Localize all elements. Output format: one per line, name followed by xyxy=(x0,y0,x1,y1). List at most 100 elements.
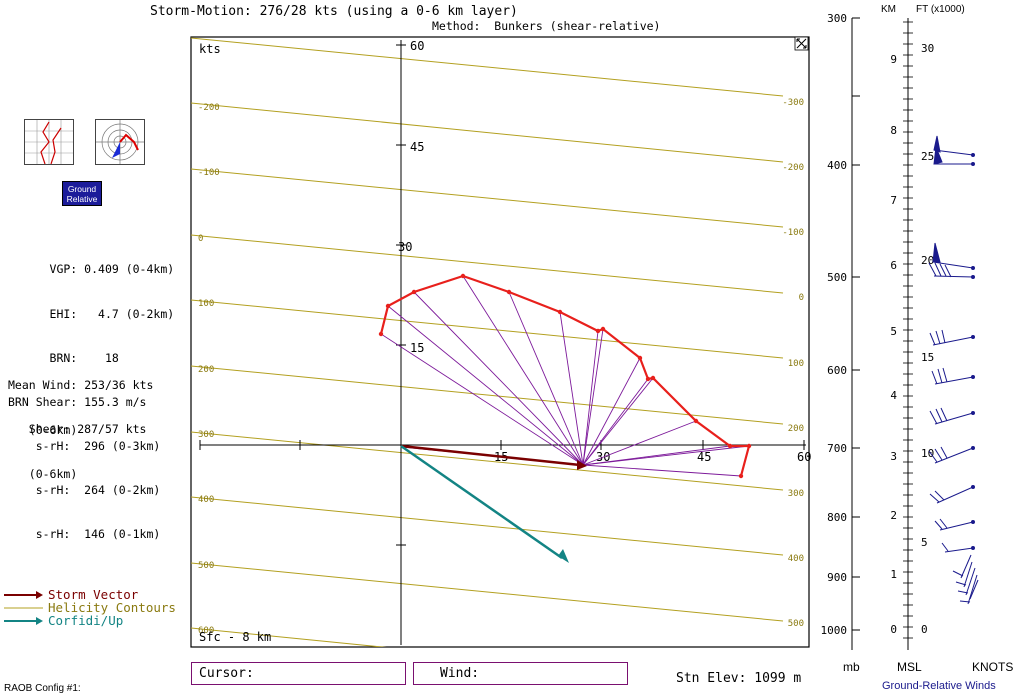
height-axis: 9 8 7 6 5 4 3 2 1 0 30 25 20 15 10 5 0 K… xyxy=(881,4,965,650)
y-tick-label: 60 xyxy=(410,39,424,53)
mean-wind-block: Mean Wind: 253/36 kts (0-6km) xyxy=(8,349,153,452)
shear-label: Shear: xyxy=(8,422,71,437)
shear-block: Shear: 287/57 kts (0-6km) xyxy=(8,393,147,496)
mean-wind-layer: (0-6km) xyxy=(28,422,78,437)
storm-motion-title: Storm-Motion: 276/28 kts (using a 0-6 km… xyxy=(150,4,518,19)
km-label: 1 xyxy=(890,568,897,581)
stat-value: 264 (0-2km) xyxy=(70,482,161,497)
stat-label: BRN: xyxy=(8,350,78,365)
contour-label: 0 xyxy=(799,293,804,303)
pressure-label: 1000 xyxy=(821,624,848,637)
pressure-label: 800 xyxy=(827,511,847,524)
stat-value: 0.409 (0-4km) xyxy=(77,262,175,277)
ft-label: 0 xyxy=(921,623,928,636)
ground-relative-label: Ground Relative xyxy=(66,184,98,204)
contour-label: 0 xyxy=(198,234,203,244)
hodograph-axes xyxy=(199,40,806,645)
helicity-contours xyxy=(191,37,784,647)
y-tick-label: 15 xyxy=(410,341,424,355)
km-label: 0 xyxy=(890,623,897,636)
contour-label: -200 xyxy=(782,163,804,173)
ft-label: 20 xyxy=(921,254,934,267)
station-elevation: Stn Elev: 1099 m xyxy=(676,671,802,686)
contour-label: 100 xyxy=(788,359,804,369)
expand-icon[interactable] xyxy=(794,36,809,51)
stat-value: 146 (0-1km) xyxy=(70,527,161,542)
ft-label: 30 xyxy=(921,42,934,55)
ft-label: 5 xyxy=(921,536,928,549)
pressure-axis: 300 400 500 600 700 800 900 1000 xyxy=(821,12,860,650)
hodograph-thumbnail-button[interactable] xyxy=(95,119,145,165)
hodograph-frame xyxy=(190,36,810,648)
hodograph-points xyxy=(378,273,752,479)
y-tick-label: 30 xyxy=(398,240,412,254)
config-label: RAOB Config #1: xyxy=(4,683,81,694)
stat-label: VGP: xyxy=(8,262,78,277)
cursor-label: Cursor: xyxy=(199,666,254,681)
wind-barbs xyxy=(928,135,979,605)
contour-label: 600 xyxy=(198,626,214,636)
stats-panel: VGP: 0.409 (0-4km) EHI: 4.7 (0-2km) BRN:… xyxy=(8,233,174,556)
y-tick-label: 45 xyxy=(410,140,424,154)
ground-relative-winds-title: Ground-Relative Winds xyxy=(882,680,996,692)
layer-label: Sfc - 8 km xyxy=(199,630,271,644)
legend-swatches xyxy=(4,591,43,625)
legend-corfidi: Corfidi/Up xyxy=(48,613,124,628)
km-header: KM xyxy=(881,4,896,15)
pressure-unit: mb xyxy=(843,660,860,674)
contour-label: -200 xyxy=(198,103,220,113)
x-tick-label: 60 xyxy=(797,450,811,464)
stat-value: 296 (0-3km) xyxy=(70,438,161,453)
stat-label: s-rH: xyxy=(8,438,71,453)
pressure-label: 400 xyxy=(827,159,847,172)
ft-label: 10 xyxy=(921,447,934,460)
km-label: 9 xyxy=(890,53,897,66)
ft-label: 25 xyxy=(921,150,934,163)
contour-label: 400 xyxy=(788,554,804,564)
stat-label: s-rH: xyxy=(8,527,71,542)
stat-label: EHI: xyxy=(8,306,78,321)
units-label: kts xyxy=(199,42,221,56)
km-label: 6 xyxy=(890,259,897,272)
contour-label: 200 xyxy=(198,365,214,375)
mean-wind-value: 253/36 kts xyxy=(84,378,154,393)
hodograph-thumbnail-icon xyxy=(96,120,144,164)
corfidi-vector xyxy=(400,444,569,563)
stat-label: BRN Shear: xyxy=(8,394,78,409)
helicity-rays xyxy=(380,275,750,477)
skewt-thumbnail-icon xyxy=(25,120,73,165)
contour-label: 200 xyxy=(788,424,804,434)
contour-label: 400 xyxy=(198,495,214,505)
contour-label: 500 xyxy=(198,561,214,571)
legend-storm-vector: Storm Vector xyxy=(48,587,139,602)
ft-label: 15 xyxy=(921,351,934,364)
km-label: 7 xyxy=(890,194,897,207)
contour-label: 300 xyxy=(788,489,804,499)
shear-value: 287/57 kts xyxy=(77,422,147,437)
ground-relative-button[interactable]: Ground Relative xyxy=(62,181,102,206)
skewt-thumbnail-button[interactable] xyxy=(24,119,74,165)
method-label: Method: Bunkers (shear-relative) xyxy=(432,19,661,33)
pressure-label: 700 xyxy=(827,442,847,455)
km-label: 3 xyxy=(890,450,897,463)
knots-label: KNOTS xyxy=(972,660,1014,674)
stat-value: 155.3 m/s xyxy=(77,394,147,409)
cursor-readout: Cursor: xyxy=(191,662,406,685)
km-label: 8 xyxy=(890,124,897,137)
contour-label: 500 xyxy=(788,619,804,629)
contour-label: 100 xyxy=(198,299,214,309)
pressure-label: 300 xyxy=(827,12,847,25)
pressure-label: 600 xyxy=(827,364,847,377)
km-label: 5 xyxy=(890,325,897,338)
mean-wind-label: Mean Wind: xyxy=(8,378,78,393)
km-label: 2 xyxy=(890,509,897,522)
legend-helicity-contours: Helicity Contours xyxy=(48,600,176,615)
x-tick-label: 45 xyxy=(697,450,711,464)
stat-value: 4.7 (0-2km) xyxy=(77,306,175,321)
pressure-label: 500 xyxy=(827,271,847,284)
pressure-label: 900 xyxy=(827,571,847,584)
km-label: 4 xyxy=(890,389,897,402)
ft-header: FT (x1000) xyxy=(916,4,965,15)
wind-label: Wind: xyxy=(440,666,480,681)
